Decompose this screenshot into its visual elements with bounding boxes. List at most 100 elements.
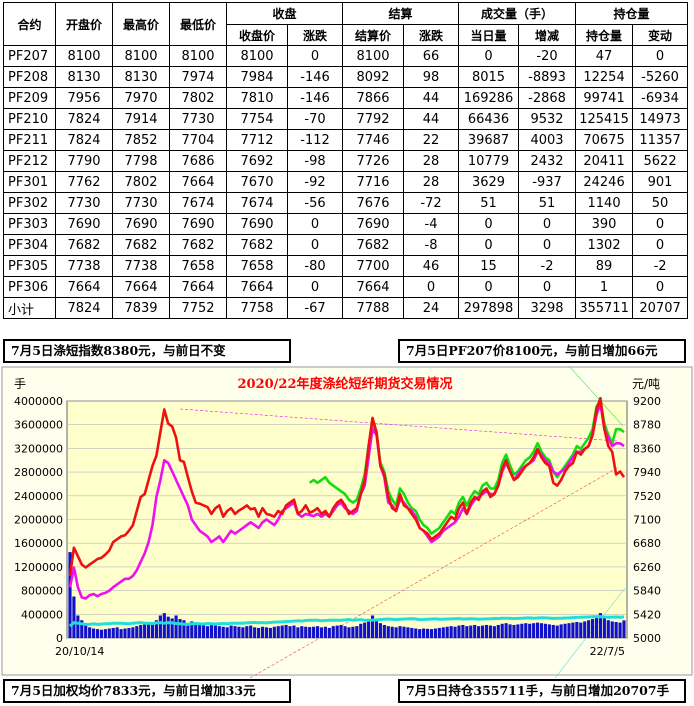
volume-bar <box>351 626 355 638</box>
volume-bar <box>374 620 379 638</box>
table-cell: -4 <box>403 213 460 235</box>
table-cell: 89 <box>575 255 634 277</box>
volume-bar <box>127 627 131 638</box>
table-cell: 390 <box>575 213 634 235</box>
volume-bar <box>166 616 170 638</box>
volume-bar <box>272 626 276 638</box>
volume-bar <box>237 626 241 638</box>
volume-bar <box>453 626 457 638</box>
volume-bar <box>150 622 155 638</box>
table-row: PF305 7738 7738 7658 7658 -80 7700 46 15 -2 89 -2 <box>3 255 689 277</box>
table-cell: 7664 <box>226 276 288 298</box>
volume-bar <box>622 620 626 638</box>
table-cell: 7792 <box>342 108 405 130</box>
volume-bar <box>418 629 422 638</box>
table-cell: 51 <box>458 192 520 214</box>
volume-bar <box>331 626 335 638</box>
volume-bar <box>422 628 426 638</box>
volume-bar <box>539 623 544 638</box>
volume-bar <box>575 622 579 638</box>
chart-title: 2020/22年度涤纶短纤期货交易情况 <box>237 376 452 392</box>
table-cell: 0 <box>286 213 344 235</box>
table-cell: -112 <box>286 129 344 151</box>
series-line-red <box>68 396 626 577</box>
right-tick-label: 5420 <box>633 608 661 621</box>
volume-bar <box>312 626 316 638</box>
table-cell: 7676 <box>342 192 405 214</box>
volume-bar <box>606 620 610 638</box>
col-volume-change: 增减 <box>518 24 577 46</box>
contract-cell: PF212 <box>3 150 56 172</box>
volume-bar <box>308 627 312 638</box>
table-cell: -72 <box>403 192 460 214</box>
pf207-note: 7月5日PF207价8100元，与前日增加66元 <box>398 339 686 363</box>
table-cell: 0 <box>286 276 344 298</box>
left-tick-label: 1600000 <box>14 537 63 550</box>
table-cell: 7670 <box>226 171 288 193</box>
table-cell: 98 <box>403 66 460 88</box>
table-row: PF304 7682 7682 7682 7682 0 7682 -8 0 0 1302 0 <box>3 234 689 256</box>
group-close: 收盘 <box>225 2 344 25</box>
volume-bar <box>257 627 261 638</box>
table-cell: 7956 <box>55 87 113 109</box>
table-cell: 7726 <box>342 150 405 172</box>
volume-bar <box>394 627 398 638</box>
table-cell: 7716 <box>342 171 405 193</box>
table-cell: -5260 <box>632 66 689 88</box>
volume-bar <box>186 623 190 638</box>
volume-bar <box>76 615 80 638</box>
volume-bar <box>579 622 583 638</box>
table-cell: 7690 <box>169 213 227 235</box>
col-close-price: 收盘价 <box>226 24 288 46</box>
volume-bar <box>131 627 135 638</box>
table-cell: 7690 <box>342 213 405 235</box>
table-cell: 1302 <box>575 234 634 256</box>
col-settle-change: 涨跌 <box>403 24 460 46</box>
table-cell: 7730 <box>112 192 170 214</box>
table-row: PF208 8130 8130 7974 7984 -146 8092 98 8015 -8893… <box>3 66 689 88</box>
volume-bar <box>390 626 394 638</box>
table-cell: 1140 <box>575 192 634 214</box>
table-cell: 7674 <box>169 192 227 214</box>
right-tick-label: 8780 <box>633 419 661 432</box>
table-cell: 7664 <box>55 276 113 298</box>
table-cell: 39687 <box>458 129 520 151</box>
index-note: 7月5日涤短指数8380元，与前日不变 <box>3 339 291 363</box>
volume-bar <box>594 615 599 638</box>
table-cell: 125415 <box>575 108 634 130</box>
group-open-interest: 持仓量 <box>575 2 689 25</box>
contract-cell: PF306 <box>3 276 56 298</box>
table-cell: 7730 <box>169 108 227 130</box>
volume-bar <box>590 619 595 638</box>
volume-bar <box>190 621 194 638</box>
table-cell: 7824 <box>55 297 113 319</box>
left-tick-label: 3600000 <box>14 419 63 432</box>
contract-cell: PF301 <box>3 171 56 193</box>
table-cell: 7824 <box>55 108 113 130</box>
volume-bar <box>260 626 265 638</box>
table-cell: -56 <box>286 192 344 214</box>
col-day-volume: 当日量 <box>458 24 520 46</box>
table-cell: 0 <box>632 276 689 298</box>
table-cell: 44 <box>403 108 460 130</box>
volume-bar <box>135 626 139 638</box>
table-row: PF207 8100 8100 8100 8100 0 8100 66 0 -20 47 0 <box>3 45 689 67</box>
volume-bar <box>520 623 524 638</box>
right-tick-label: 9200 <box>633 395 661 408</box>
left-tick-label: 800000 <box>21 585 63 598</box>
volume-bar <box>154 620 159 638</box>
volume-bar <box>91 628 96 638</box>
table-cell: 7682 <box>112 234 170 256</box>
volume-bar <box>264 627 269 638</box>
table-cell: 20411 <box>575 150 634 172</box>
volume-bar <box>367 619 371 638</box>
table-cell: 51 <box>518 192 577 214</box>
table-cell: 355711 <box>575 297 634 319</box>
volume-bar <box>496 624 500 638</box>
right-tick-label: 5000 <box>633 632 661 645</box>
volume-bar <box>355 626 359 638</box>
table-cell: 7798 <box>112 150 170 172</box>
volume-bar <box>198 624 202 638</box>
contract-cell: PF305 <box>3 255 56 277</box>
table-cell: 0 <box>632 45 689 67</box>
